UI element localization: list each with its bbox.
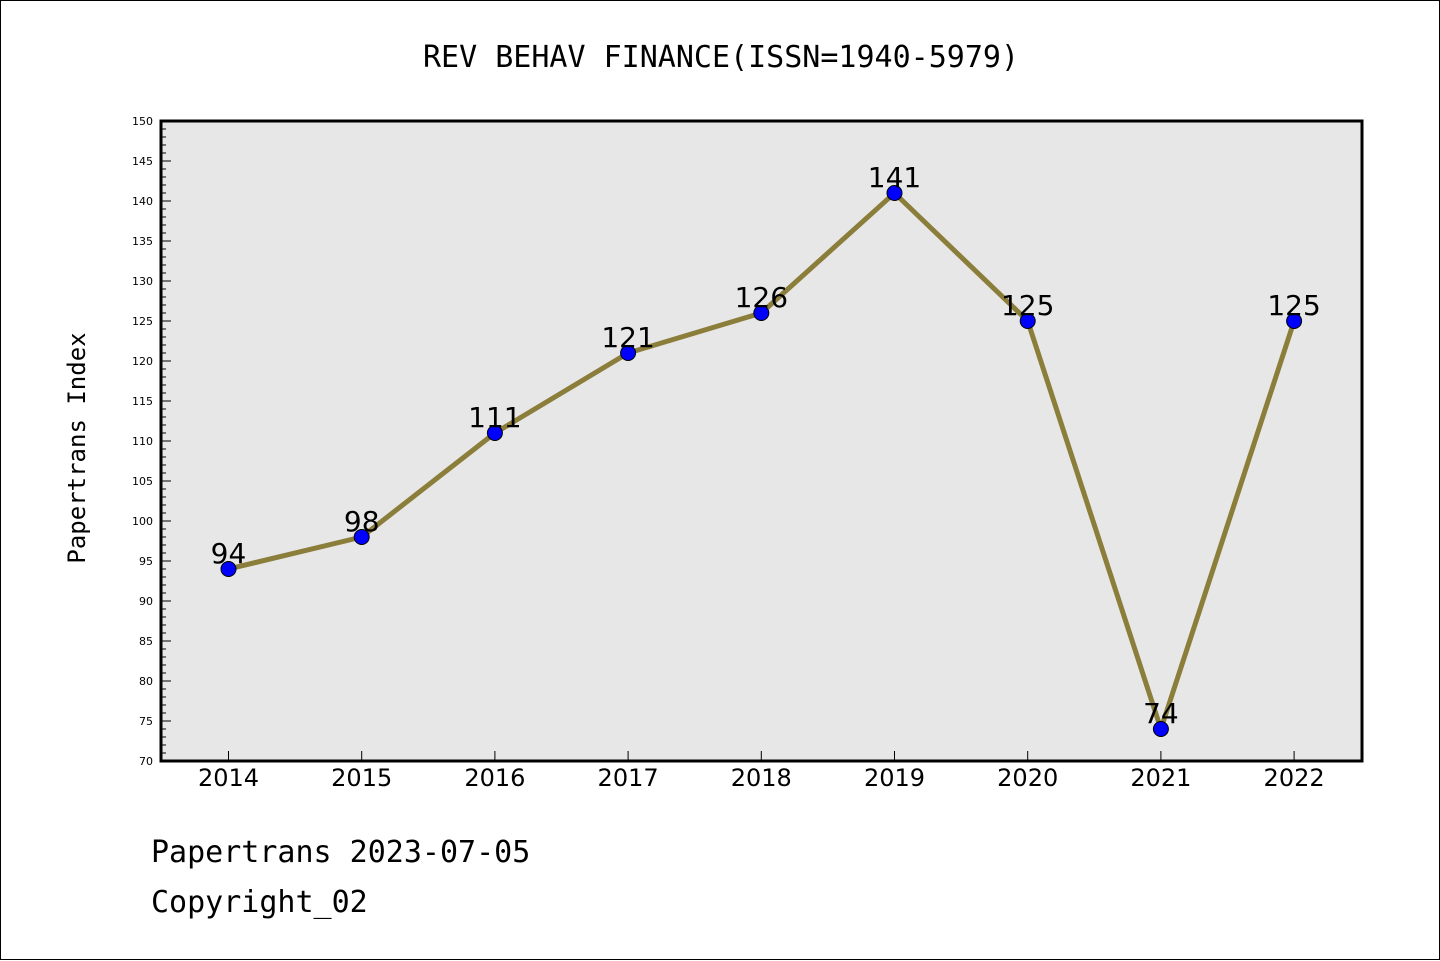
y-tick-label: 145 — [132, 155, 153, 168]
data-label: 121 — [601, 321, 654, 354]
y-axis-label: Papertrans Index — [63, 332, 91, 563]
data-point — [620, 345, 637, 361]
x-tick-label: 2022 — [1264, 764, 1325, 792]
data-point — [886, 185, 903, 201]
x-axis-ticks: 2014 2015 2016 2017 2018 2019 2020 2021 2022 — [198, 751, 1325, 792]
data-label: 98 — [344, 505, 380, 538]
y-tick-label: 120 — [132, 355, 153, 368]
data-point — [220, 561, 237, 577]
plot-border — [159, 119, 1364, 763]
x-tick-label: 2017 — [598, 764, 659, 792]
x-tick-label: 2019 — [864, 764, 925, 792]
x-tick-label: 2016 — [464, 764, 525, 792]
y-tick-label: 85 — [139, 635, 153, 648]
y-tick-label: 115 — [132, 395, 153, 408]
y-tick-label: 125 — [132, 315, 153, 328]
data-label: 126 — [735, 281, 788, 314]
series-layer: 94 98 111 121 126 141 125 74 125 — [211, 161, 1321, 737]
y-tick-label: 150 — [132, 115, 153, 128]
y-axis-ticks: 70 75 80 85 90 95 100 105 110 115 120 125 130 135 140 1… — [132, 115, 171, 768]
y-tick-label: 90 — [139, 595, 153, 608]
data-label: 125 — [1001, 289, 1054, 322]
chart-title: REV BEHAV FINANCE(ISSN=1940-5979) — [423, 40, 1019, 75]
footer-copyright: Copyright_02 — [151, 885, 368, 920]
data-label: 141 — [868, 161, 921, 194]
y-tick-label: 75 — [139, 715, 153, 728]
data-point — [1152, 721, 1169, 737]
y-tick-label: 135 — [132, 235, 153, 248]
data-label: 111 — [468, 401, 521, 434]
plot-area — [161, 121, 1362, 761]
x-tick-label: 2018 — [731, 764, 792, 792]
footer-date: Papertrans 2023-07-05 — [151, 835, 531, 870]
y-tick-label: 140 — [132, 195, 153, 208]
x-tick-label: 2020 — [997, 764, 1058, 792]
y-tick-label: 110 — [132, 435, 153, 448]
x-tick-label: 2015 — [331, 764, 392, 792]
y-tick-label: 80 — [139, 675, 153, 688]
data-point — [486, 425, 503, 441]
data-point — [353, 529, 370, 545]
data-label: 94 — [211, 537, 247, 570]
y-tick-label: 70 — [139, 755, 153, 768]
data-point — [753, 305, 770, 321]
data-label: 74 — [1143, 697, 1179, 730]
x-tick-label: 2014 — [198, 764, 259, 792]
y-tick-label: 95 — [139, 555, 153, 568]
data-label: 125 — [1267, 289, 1320, 322]
y-tick-label: 130 — [132, 275, 153, 288]
x-tick-label: 2021 — [1130, 764, 1191, 792]
data-point — [1286, 313, 1303, 329]
data-point — [1019, 313, 1036, 329]
y-tick-label: 100 — [132, 515, 153, 528]
y-tick-label: 105 — [132, 475, 153, 488]
